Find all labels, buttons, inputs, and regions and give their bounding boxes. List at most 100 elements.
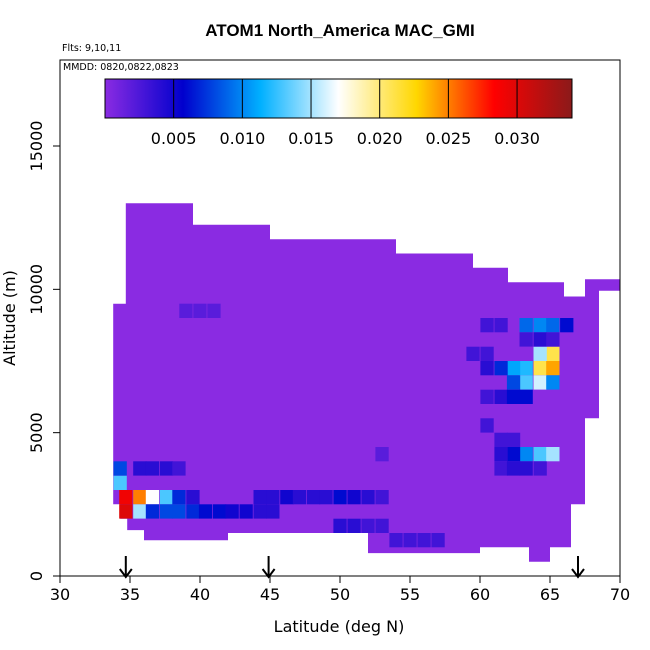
heatmap-cell [145,490,160,505]
heatmap-cell [519,318,533,333]
heatmap-cell [466,346,480,361]
heatmap-cell [506,447,521,462]
colorbar-tick-label: 0.005 [151,129,197,148]
heatmap-cell [133,490,147,505]
heatmap-cell [431,533,445,548]
heatmap-cell [361,518,375,533]
heatmap-cell [239,504,253,519]
heatmap-cell [253,490,267,505]
heatmap-cell [519,332,533,347]
heatmap-cell [172,490,186,505]
y-tick-label: 5000 [27,412,46,453]
heatmap-cell [533,346,547,361]
heatmap-cell [546,332,560,347]
heatmap-cell [494,318,508,333]
heatmap-cell [333,490,347,505]
heatmap-cell [375,490,389,505]
x-axis: 30 35 40 45 50 55 60 65 70 [50,576,630,604]
heatmap-cell [494,432,508,447]
heatmap-cell [546,375,560,390]
heatmap-cell [480,318,494,333]
heatmap-cell [506,432,521,447]
heatmap-cell [198,504,213,519]
y-axis: 0 5000 10000 15000 [27,121,60,581]
colorbar-tick-label: 0.020 [357,129,403,148]
heatmap-cell [506,375,521,390]
heatmap-cell [546,318,560,333]
heatmap-cell [533,318,547,333]
x-tick-label: 60 [470,585,490,604]
heatmap-cell [533,461,547,476]
down-arrow-icon [119,556,133,579]
heatmap-cell [292,490,307,505]
heatmap-cell [133,461,147,476]
dates-label: MMDD: 0820,0822,0823 [63,62,179,73]
heatmap-cell [519,461,533,476]
heatmap-cell [480,389,494,404]
heatmap-cell [145,461,160,476]
flights-label: Flts: 9,10,11 [62,43,121,54]
heatmap-cell [361,490,375,505]
heatmap-cell [207,303,221,318]
y-tick-label: 0 [27,571,46,581]
x-tick-label: 40 [190,585,210,604]
heatmap-cell [480,346,494,361]
heatmap-cell [494,461,508,476]
heatmap-cell [266,490,280,505]
heatmap-cell [212,504,227,519]
heatmap-cell [145,504,160,519]
x-tick-label: 70 [610,585,630,604]
colorbar-tick-label: 0.010 [219,129,265,148]
down-arrow-icon [571,556,585,579]
heatmap-cell [159,490,174,505]
heatmap-cell [113,461,127,476]
heatmap-cell [533,375,547,390]
heatmap-cell [506,361,521,376]
x-tick-label: 55 [400,585,420,604]
heatmap-cell [172,461,186,476]
sampled-region [113,203,620,562]
heatmap-cell [546,346,560,361]
heatmap-cell [519,447,533,462]
heatmap-cell [306,490,321,505]
heatmap-cell [119,504,133,519]
heatmap-cell [375,518,389,533]
heatmap-cell [280,490,294,505]
heatmap-cell [159,461,174,476]
colorbar: 0.005 0.010 0.015 0.020 0.025 0.030 [104,78,573,148]
heatmap-cell [560,318,574,333]
heatmap-cell [533,332,547,347]
heatmap-cell [494,447,508,462]
heatmap-cell [417,533,431,548]
heatmap-cell [113,475,127,490]
colorbar-tick-label: 0.030 [494,129,540,148]
heatmap-cell [506,461,521,476]
heatmap-cell [347,490,361,505]
down-arrow-icon [261,556,276,579]
colorbar-gradient [104,78,573,119]
heatmap-cell [375,447,389,462]
heatmap-cell [506,389,521,404]
heatmap-cell [333,518,347,533]
heatmap-cell [494,361,508,376]
heatmap-cell [253,504,267,519]
x-tick-label: 45 [260,585,280,604]
heatmap-cell [480,418,494,433]
x-axis-label: Latitude (deg N) [274,617,405,636]
x-tick-label: 35 [120,585,140,604]
y-tick-label: 15000 [27,121,46,172]
heatmap-cell [319,490,333,505]
colorbar-tick-label: 0.025 [425,129,471,148]
heatmap-cell [225,504,239,519]
heatmap-cell [133,504,147,519]
heatmap-cell [519,361,533,376]
heatmap-cell [347,518,361,533]
flight-arrows [119,556,585,579]
y-axis-label: Altitude (m) [0,270,19,366]
chart-title: ATOM1 North_America MAC_GMI [205,21,475,40]
heatmap-cell [546,361,560,376]
heatmap-cell [186,504,200,519]
heatmap-cell [533,361,547,376]
colorbar-tick-label: 0.015 [288,129,334,148]
